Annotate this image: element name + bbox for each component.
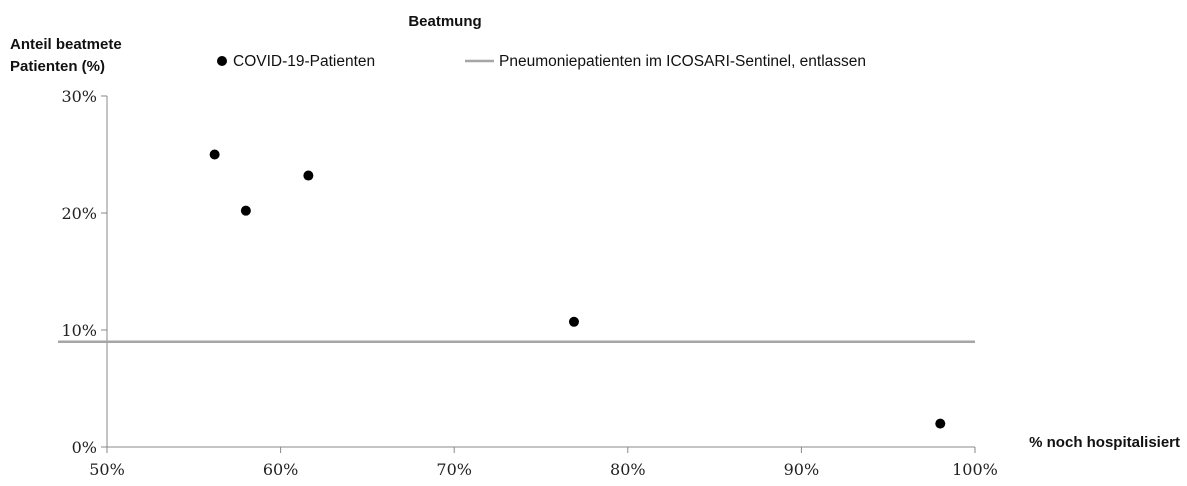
y-axis-label-line-2: Patienten (%) bbox=[10, 58, 105, 75]
y-axis-label: Anteil beatmete Patienten (%) bbox=[10, 36, 126, 75]
x-tick-label: 90% bbox=[784, 460, 820, 479]
legend-label-pneumonia: Pneumoniepatienten im ICOSARI-Sentinel, … bbox=[499, 53, 866, 70]
x-tick-label: 50% bbox=[89, 460, 125, 479]
x-tick-label: 60% bbox=[263, 460, 299, 479]
legend: COVID-19-Patienten Pneumoniepatienten im… bbox=[217, 53, 866, 70]
y-ticks: 0% 10% 20% 30% bbox=[61, 87, 107, 457]
x-axis-label: % noch hospitalisiert bbox=[1029, 434, 1180, 451]
x-ticks: 50% 60% 70% 80% 90% 100% bbox=[89, 447, 998, 479]
x-tick-label: 70% bbox=[436, 460, 472, 479]
data-point-covid bbox=[241, 206, 251, 216]
x-tick-label: 80% bbox=[610, 460, 646, 479]
y-tick-label: 0% bbox=[72, 438, 97, 457]
y-tick-label: 10% bbox=[61, 321, 97, 340]
data-point-covid bbox=[569, 317, 579, 327]
legend-marker-covid bbox=[217, 56, 227, 66]
data-point-covid bbox=[303, 171, 313, 181]
data-point-covid bbox=[935, 419, 945, 429]
y-axis-label-line-1: Anteil beatmete bbox=[10, 36, 122, 53]
y-tick-label: 30% bbox=[61, 87, 97, 106]
data-points bbox=[210, 150, 946, 429]
y-tick-label: 20% bbox=[61, 204, 97, 223]
legend-label-covid: COVID-19-Patienten bbox=[233, 53, 375, 70]
x-tick-label: 100% bbox=[952, 460, 998, 479]
chart-title: Beatmung bbox=[408, 13, 481, 30]
axes bbox=[107, 96, 975, 447]
data-point-covid bbox=[210, 150, 220, 160]
